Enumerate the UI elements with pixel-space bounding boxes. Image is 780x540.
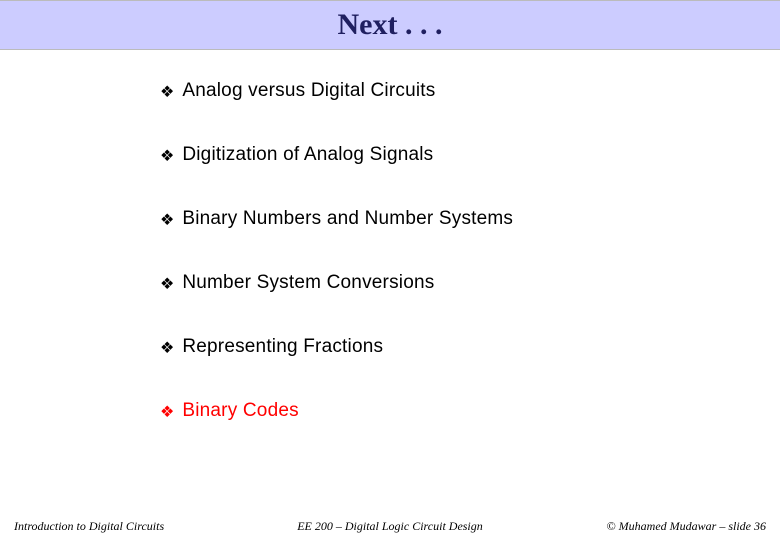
list-item: ❖ Analog versus Digital Circuits bbox=[160, 80, 780, 102]
list-item: ❖ Binary Codes bbox=[160, 400, 780, 422]
slide-footer: Introduction to Digital Circuits EE 200 … bbox=[0, 519, 780, 534]
list-item: ❖ Binary Numbers and Number Systems bbox=[160, 208, 780, 230]
bullet-label: Number System Conversions bbox=[182, 272, 434, 294]
diamond-bullet-icon: ❖ bbox=[160, 405, 174, 421]
list-item: ❖ Digitization of Analog Signals bbox=[160, 144, 780, 166]
diamond-bullet-icon: ❖ bbox=[160, 277, 174, 293]
list-item: ❖ Representing Fractions bbox=[160, 336, 780, 358]
bullet-label: Analog versus Digital Circuits bbox=[182, 80, 435, 102]
bullet-label: Representing Fractions bbox=[182, 336, 383, 358]
bullet-label: Binary Codes bbox=[182, 400, 298, 422]
diamond-bullet-icon: ❖ bbox=[160, 213, 174, 229]
bullet-label: Binary Numbers and Number Systems bbox=[182, 208, 513, 230]
footer-right: © Muhamed Mudawar – slide 36 bbox=[607, 519, 766, 534]
bullet-label: Digitization of Analog Signals bbox=[182, 144, 433, 166]
footer-left: Introduction to Digital Circuits bbox=[14, 519, 164, 534]
list-item: ❖ Number System Conversions bbox=[160, 272, 780, 294]
title-bar: Next . . . bbox=[0, 0, 780, 50]
diamond-bullet-icon: ❖ bbox=[160, 149, 174, 165]
diamond-bullet-icon: ❖ bbox=[160, 341, 174, 357]
bullet-list: ❖ Analog versus Digital Circuits ❖ Digit… bbox=[0, 50, 780, 422]
slide-title: Next . . . bbox=[338, 8, 443, 42]
diamond-bullet-icon: ❖ bbox=[160, 85, 174, 101]
footer-center: EE 200 – Digital Logic Circuit Design bbox=[297, 519, 483, 534]
